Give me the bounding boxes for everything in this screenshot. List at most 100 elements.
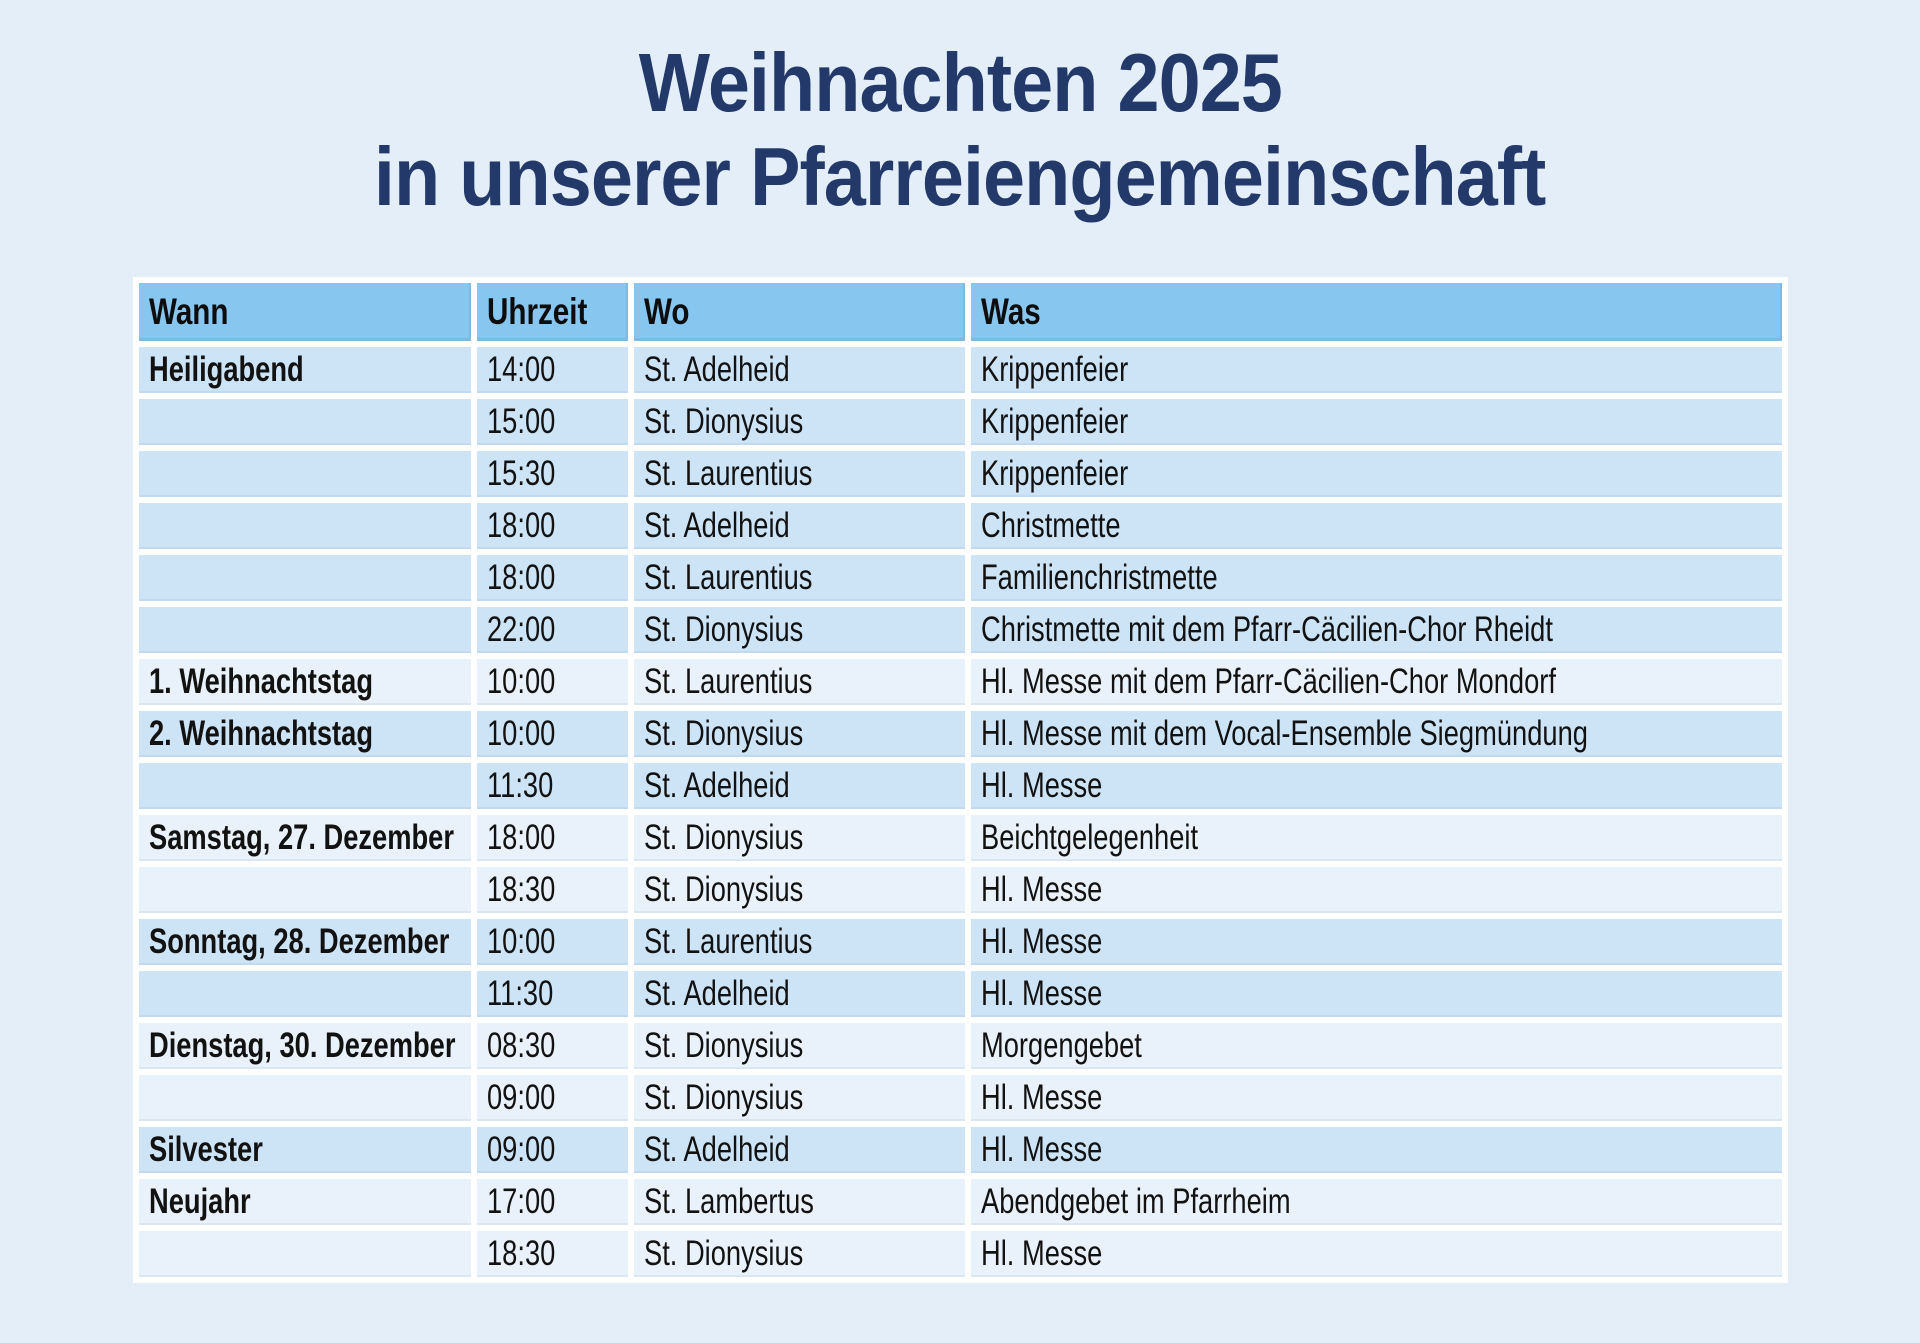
column-header-was: Was	[970, 283, 1782, 341]
cell-was-text: Familienchristmette	[980, 558, 1218, 597]
cell-was-text: Beichtgelegenheit	[980, 818, 1198, 857]
cell-was-text: Hl. Messe mit dem Pfarr-Cäcilien-Chor Mo…	[980, 662, 1556, 701]
cell-wann: 2. Weihnachtstag	[138, 711, 471, 757]
cell-wann-text: Silvester	[148, 1130, 263, 1169]
cell-wo: St. Dionysius	[633, 1023, 965, 1069]
cell-was-text: Hl. Messe	[980, 1130, 1102, 1169]
table-row: 22:00 St. Dionysius Christmette mit dem …	[138, 607, 1782, 653]
cell-uhrzeit-text: 11:30	[486, 766, 553, 805]
cell-uhrzeit-text: 11:30	[486, 974, 553, 1013]
cell-uhrzeit: 15:00	[476, 399, 628, 445]
cell-uhrzeit-text: 08:30	[486, 1026, 555, 1065]
cell-was: Krippenfeier	[970, 451, 1782, 497]
cell-wo: St. Dionysius	[633, 1231, 965, 1277]
cell-wo: St. Laurentius	[633, 919, 965, 965]
cell-wann-text: Neujahr	[148, 1182, 251, 1221]
cell-wo: St. Dionysius	[633, 711, 965, 757]
table-row: 11:30 St. Adelheid Hl. Messe	[138, 763, 1782, 809]
cell-uhrzeit: 08:30	[476, 1023, 628, 1069]
schedule-table: Wann Uhrzeit Wo Was Heiligabend 14:00 St…	[132, 277, 1788, 1283]
cell-uhrzeit: 11:30	[476, 971, 628, 1017]
table-row: 18:30 St. Dionysius Hl. Messe	[138, 1231, 1782, 1277]
header-row: Wann Uhrzeit Wo Was	[138, 283, 1782, 341]
cell-uhrzeit: 15:30	[476, 451, 628, 497]
cell-wann: Sonntag, 28. Dezember	[138, 919, 471, 965]
cell-was: Hl. Messe	[970, 763, 1782, 809]
table-row: Neujahr 17:00 St. Lambertus Abendgebet i…	[138, 1179, 1782, 1225]
cell-uhrzeit: 17:00	[476, 1179, 628, 1225]
cell-wo-text: St. Adelheid	[643, 1130, 790, 1169]
cell-uhrzeit: 18:00	[476, 815, 628, 861]
cell-wo-text: St. Dionysius	[643, 1078, 803, 1117]
cell-wann	[138, 1231, 471, 1277]
cell-uhrzeit-text: 10:00	[486, 714, 555, 753]
schedule-body: Heiligabend 14:00 St. Adelheid Krippenfe…	[138, 347, 1782, 1277]
cell-was-text: Hl. Messe	[980, 870, 1102, 909]
cell-uhrzeit-text: 18:00	[486, 818, 555, 857]
table-row: 18:30 St. Dionysius Hl. Messe	[138, 867, 1782, 913]
cell-uhrzeit-text: 15:30	[486, 454, 555, 493]
cell-wann-text: Heiligabend	[148, 350, 304, 389]
cell-wo-text: St. Dionysius	[643, 1026, 803, 1065]
title-line-2: in unserer Pfarreiengemeinschaft	[374, 130, 1546, 223]
cell-wo: St. Adelheid	[633, 503, 965, 549]
cell-wann	[138, 1075, 471, 1121]
cell-wo-text: St. Laurentius	[643, 558, 812, 597]
cell-wo: St. Dionysius	[633, 815, 965, 861]
cell-wo: St. Laurentius	[633, 451, 965, 497]
cell-was-text: Hl. Messe	[980, 1078, 1102, 1117]
cell-uhrzeit-text: 18:30	[486, 870, 555, 909]
cell-was: Hl. Messe mit dem Pfarr-Cäcilien-Chor Mo…	[970, 659, 1782, 705]
cell-uhrzeit: 22:00	[476, 607, 628, 653]
cell-was-text: Abendgebet im Pfarrheim	[980, 1182, 1291, 1221]
cell-was: Krippenfeier	[970, 347, 1782, 393]
cell-wo: St. Adelheid	[633, 347, 965, 393]
cell-wann	[138, 971, 471, 1017]
cell-was-text: Morgengebet	[980, 1026, 1142, 1065]
column-header-wo: Wo	[633, 283, 965, 341]
cell-wo-text: St. Lambertus	[643, 1182, 814, 1221]
column-header-uhrzeit: Uhrzeit	[476, 283, 628, 341]
cell-uhrzeit: 09:00	[476, 1075, 628, 1121]
cell-uhrzeit-text: 22:00	[486, 610, 555, 649]
cell-wann: Dienstag, 30. Dezember	[138, 1023, 471, 1069]
cell-wo: St. Dionysius	[633, 399, 965, 445]
table-row: Heiligabend 14:00 St. Adelheid Krippenfe…	[138, 347, 1782, 393]
cell-wo: St. Laurentius	[633, 659, 965, 705]
cell-was-text: Hl. Messe	[980, 766, 1102, 805]
table-row: 09:00 St. Dionysius Hl. Messe	[138, 1075, 1782, 1121]
cell-uhrzeit: 18:00	[476, 555, 628, 601]
cell-wo-text: St. Laurentius	[643, 454, 812, 493]
cell-uhrzeit: 09:00	[476, 1127, 628, 1173]
cell-was: Hl. Messe	[970, 1075, 1782, 1121]
cell-uhrzeit-text: 10:00	[486, 922, 555, 961]
cell-uhrzeit-text: 17:00	[486, 1182, 555, 1221]
cell-wann-text: Dienstag, 30. Dezember	[148, 1026, 455, 1065]
cell-wann	[138, 503, 471, 549]
cell-uhrzeit-text: 18:30	[486, 1234, 555, 1273]
cell-wo: St. Adelheid	[633, 971, 965, 1017]
cell-was: Hl. Messe	[970, 971, 1782, 1017]
cell-was: Morgengebet	[970, 1023, 1782, 1069]
cell-wo: St. Adelheid	[633, 763, 965, 809]
page-title: Weihnachten 2025 in unserer Pfarreiengem…	[0, 0, 1920, 224]
cell-was-text: Krippenfeier	[980, 350, 1128, 389]
table-row: 15:00 St. Dionysius Krippenfeier	[138, 399, 1782, 445]
cell-wo: St. Dionysius	[633, 1075, 965, 1121]
cell-wo-text: St. Laurentius	[643, 922, 812, 961]
cell-was-text: Christmette	[980, 506, 1121, 545]
cell-wann	[138, 399, 471, 445]
cell-wann-text: 2. Weihnachtstag	[148, 714, 373, 753]
cell-was: Christmette mit dem Pfarr-Cäcilien-Chor …	[970, 607, 1782, 653]
cell-was-text: Krippenfeier	[980, 402, 1128, 441]
cell-was-text: Hl. Messe	[980, 922, 1102, 961]
cell-was-text: Krippenfeier	[980, 454, 1128, 493]
cell-wo-text: St. Dionysius	[643, 402, 803, 441]
cell-was: Hl. Messe	[970, 1231, 1782, 1277]
cell-was: Familienchristmette	[970, 555, 1782, 601]
table-row: Dienstag, 30. Dezember 08:30 St. Dionysi…	[138, 1023, 1782, 1069]
cell-was-text: Hl. Messe mit dem Vocal-Ensemble Siegmün…	[980, 714, 1588, 753]
cell-wo: St. Dionysius	[633, 607, 965, 653]
cell-wann: Neujahr	[138, 1179, 471, 1225]
cell-was: Abendgebet im Pfarrheim	[970, 1179, 1782, 1225]
